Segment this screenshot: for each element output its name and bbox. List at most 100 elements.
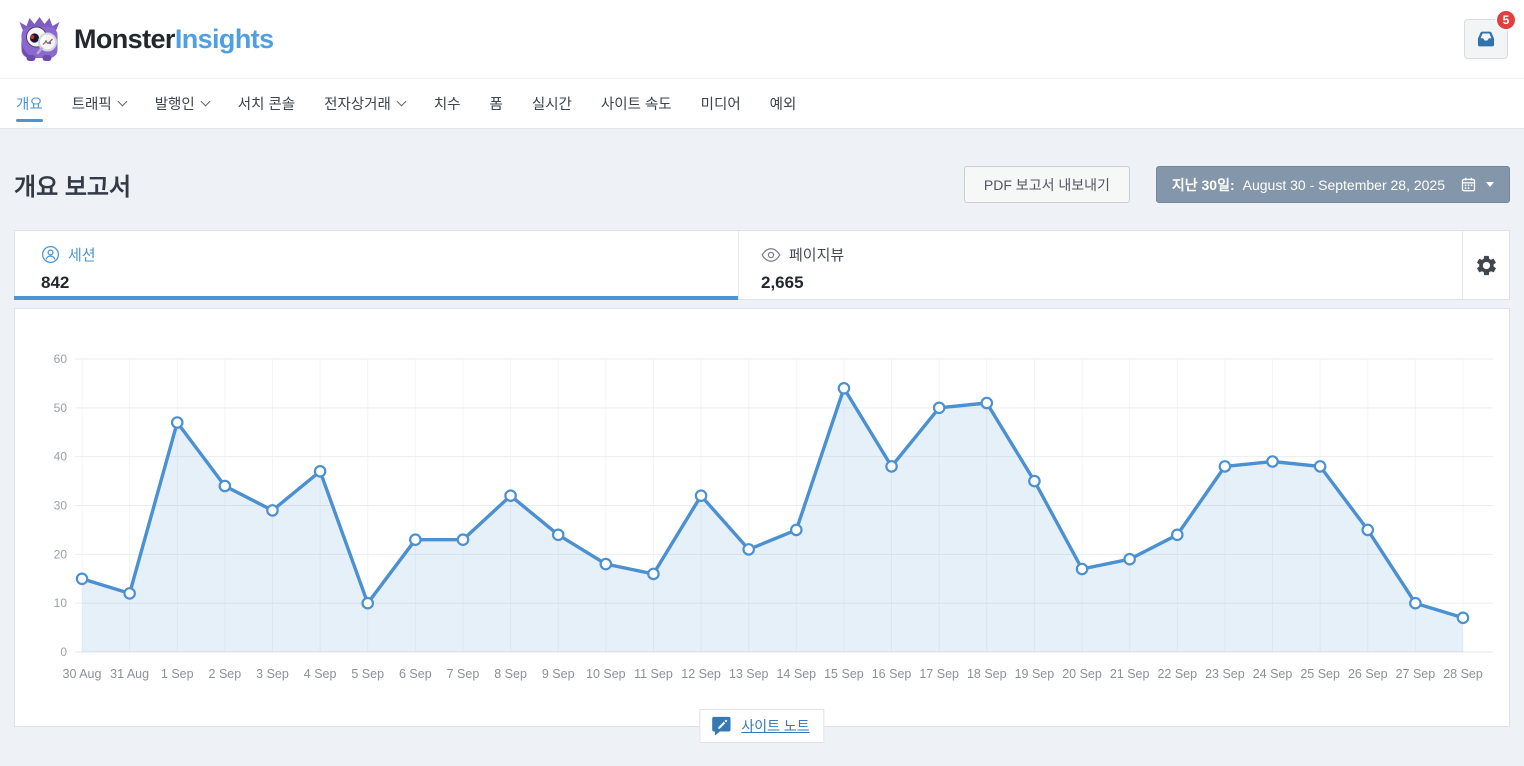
calendar-icon: [1461, 177, 1476, 192]
chart-point[interactable]: [1361, 523, 1375, 537]
nav-item-label: 치수: [433, 97, 461, 113]
x-axis-tick-label: 12 Sep: [681, 667, 721, 681]
chart-point[interactable]: [885, 460, 898, 473]
x-axis-tick-label: 26 Sep: [1348, 667, 1388, 681]
pdf-export-button[interactable]: PDF 보고서 내보내기: [963, 166, 1130, 203]
nav-item-publishers[interactable]: 발행인: [154, 79, 211, 128]
page-header: 개요 보고서 PDF 보고서 내보내기 지난 30일: August 30 - …: [14, 166, 1510, 203]
nav-item-search-console[interactable]: 서치 콘솔: [238, 79, 295, 128]
x-axis-tick-label: 6 Sep: [399, 667, 432, 681]
nav-item-exceptions[interactable]: 예외: [770, 79, 797, 128]
chart-point[interactable]: [694, 489, 708, 502]
x-axis-tick-label: 5 Sep: [351, 667, 384, 681]
chart-point[interactable]: [980, 396, 994, 410]
monsterinsights-monster-icon: [19, 17, 60, 61]
chart-point[interactable]: [647, 567, 660, 581]
chart-point[interactable]: [599, 557, 613, 571]
chart-point[interactable]: [409, 533, 422, 546]
chart-point[interactable]: [1456, 611, 1470, 625]
chart-point[interactable]: [932, 401, 946, 415]
chart-area-fill: [82, 388, 1463, 652]
nav-item-label: 개요: [16, 97, 43, 113]
nav-item-label: 사이트 속도: [600, 97, 672, 113]
x-axis-tick-label: 10 Sep: [586, 667, 626, 681]
date-range-value: August 30 - September 28, 2025: [1242, 176, 1445, 193]
brand: MonsterInsights: [16, 15, 274, 63]
nav-item-label: 발행인: [154, 97, 195, 113]
chart-point[interactable]: [1028, 474, 1041, 488]
nav-item-label: 전자상거래: [324, 97, 391, 113]
header-actions: PDF 보고서 내보내기 지난 30일: August 30 - Septemb…: [963, 166, 1510, 203]
top-bar: MonsterInsights 5: [0, 0, 1524, 79]
inbox-icon: [1477, 31, 1495, 47]
nav-item-real-time[interactable]: 실시간: [532, 79, 572, 128]
caret-down-icon: [1486, 182, 1494, 187]
nav-item-ecommerce[interactable]: 전자상거래: [324, 79, 407, 128]
nav-item-traffic[interactable]: 트래픽: [71, 79, 128, 128]
chart-point[interactable]: [170, 416, 184, 429]
brand-wordmark: MonsterInsights: [74, 24, 274, 55]
sessions-label: 세션: [68, 247, 96, 264]
x-axis-tick-label: 7 Sep: [447, 667, 480, 681]
note-pencil-icon: [712, 716, 731, 736]
nav-item-overview[interactable]: 개요: [16, 79, 43, 128]
chart-point[interactable]: [123, 587, 136, 600]
nav-item-dimensions[interactable]: 치수: [434, 79, 461, 128]
chart-point[interactable]: [551, 528, 565, 542]
chart-point[interactable]: [75, 572, 89, 586]
x-axis-tick-label: 19 Sep: [1015, 667, 1055, 681]
chart-point[interactable]: [1075, 562, 1089, 576]
chart-point[interactable]: [742, 543, 755, 556]
chart-point[interactable]: [361, 596, 375, 610]
x-axis-tick-label: 23 Sep: [1205, 667, 1245, 681]
nav-item-label: 폼: [489, 97, 503, 113]
chart-point[interactable]: [1313, 460, 1327, 473]
pageviews-stat-tab[interactable]: 페이지뷰 2,665: [738, 231, 1462, 299]
notifications-button[interactable]: 5: [1464, 9, 1517, 59]
sessions-value: 842: [41, 273, 70, 292]
nav-item-media[interactable]: 미디어: [701, 79, 741, 128]
sessions-line-chart: 0 10 20 30 40 50 60 30 Aug 31 Aug 1 Sep 2 Sep 3 Sep…: [54, 352, 1493, 681]
y-axis-tick-label: 40: [54, 450, 68, 464]
chart-point[interactable]: [790, 523, 803, 537]
chart-point[interactable]: [266, 504, 279, 517]
chart-point[interactable]: [1123, 552, 1136, 566]
x-axis-tick-label: 4 Sep: [304, 667, 337, 681]
x-axis-tick-label: 13 Sep: [729, 667, 769, 681]
x-axis-tick-label: 31 Aug: [110, 667, 149, 681]
chart-point[interactable]: [1409, 596, 1422, 610]
site-notes-label: 사이트 노트: [741, 718, 810, 734]
site-notes-button[interactable]: 사이트 노트: [699, 709, 825, 743]
stats-card: 세션 842 페이지뷰 2,665: [14, 230, 1510, 300]
chart-point[interactable]: [837, 382, 851, 395]
sessions-stat-tab[interactable]: 세션 842: [14, 231, 738, 300]
date-range-button[interactable]: 지난 30일: August 30 - September 28, 2025: [1155, 166, 1510, 203]
chart-point[interactable]: [218, 479, 232, 493]
x-axis-tick-label: 15 Sep: [824, 667, 864, 681]
chart-point[interactable]: [1170, 528, 1184, 542]
user-circle-icon: [41, 245, 60, 264]
chart-point[interactable]: [504, 489, 517, 502]
x-axis-tick-label: 28 Sep: [1443, 667, 1483, 681]
y-axis-tick-label: 30: [54, 499, 68, 513]
pageviews-label: 페이지뷰: [789, 247, 845, 264]
nav-item-forms[interactable]: 폼: [490, 79, 503, 128]
brand-part-insights: Insights: [174, 23, 274, 54]
main-content: 개요 보고서 PDF 보고서 내보내기 지난 30일: August 30 - …: [0, 166, 1524, 743]
gear-icon: [1476, 255, 1496, 275]
chart-point[interactable]: [1266, 455, 1279, 468]
chart-point[interactable]: [313, 465, 327, 478]
notification-count-badge: 5: [1495, 9, 1517, 31]
y-axis-tick-label: 0: [60, 645, 67, 659]
chevron-down-icon: [117, 96, 128, 107]
page-title: 개요 보고서: [14, 174, 132, 201]
nav-item-label: 트래픽: [71, 97, 112, 113]
x-axis-tick-label: 27 Sep: [1396, 667, 1436, 681]
chart-card: 0 10 20 30 40 50 60 30 Aug 31 Aug 1 Sep 2 Sep 3 Sep…: [14, 308, 1510, 743]
chart-point[interactable]: [456, 533, 470, 546]
x-axis-tick-label: 3 Sep: [256, 667, 289, 681]
report-settings-button[interactable]: [1462, 231, 1509, 299]
chart-point[interactable]: [1218, 460, 1232, 473]
x-axis-tick-label: 30 Aug: [63, 667, 102, 681]
nav-item-site-speed[interactable]: 사이트 속도: [601, 79, 672, 128]
